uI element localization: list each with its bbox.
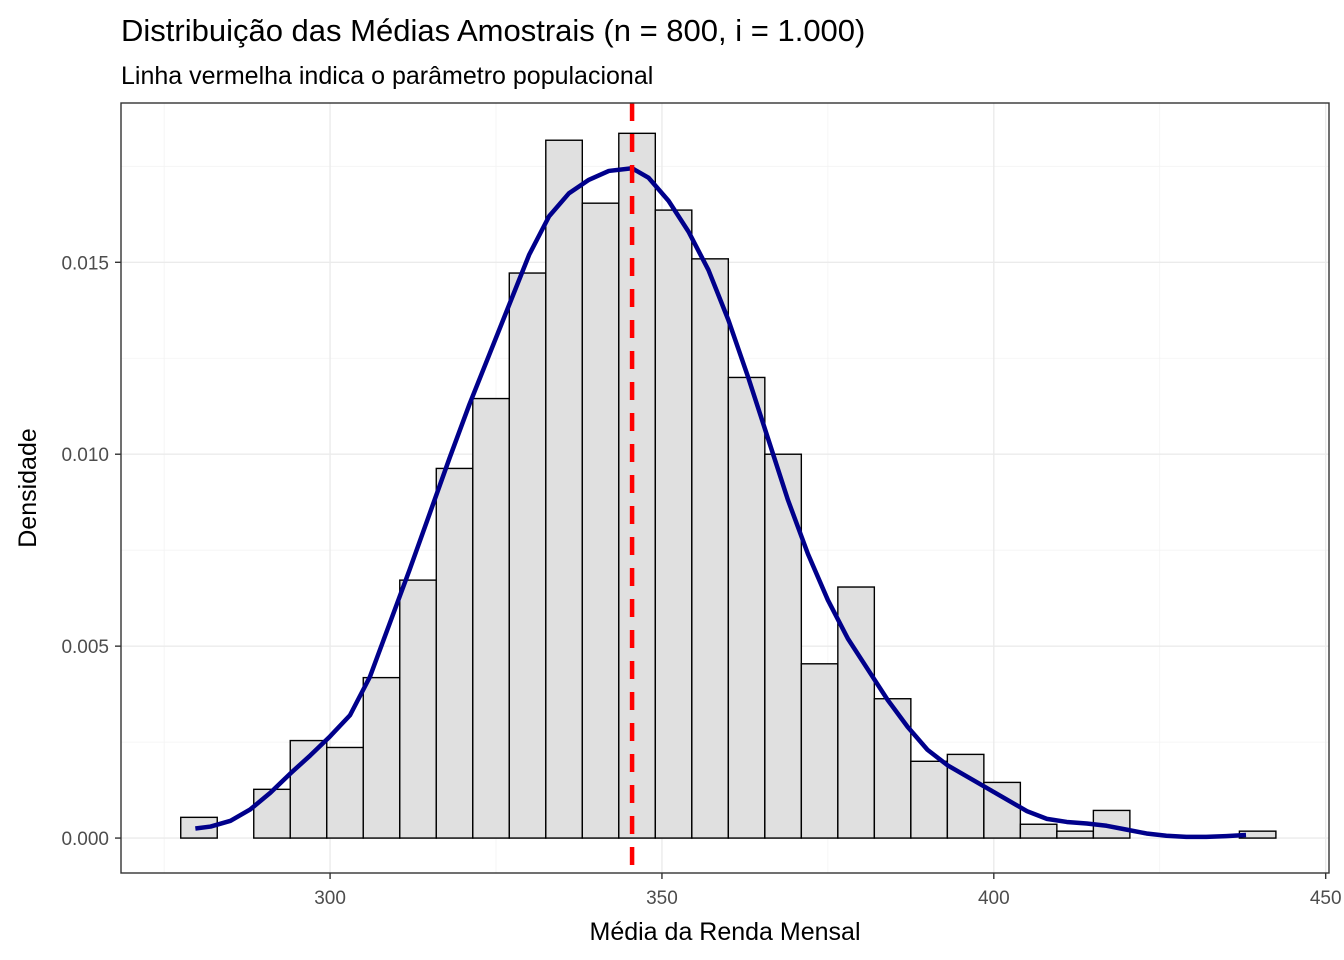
chart-title: Distribuição das Médias Amostrais (n = 8… xyxy=(121,13,865,48)
y-tick-label: 0.000 xyxy=(61,829,109,850)
y-tick-label: 0.010 xyxy=(61,445,109,466)
histogram-bar xyxy=(1019,823,1058,839)
chart-subtitle: Linha vermelha indica o parâmetro popula… xyxy=(121,62,653,90)
histogram-bar xyxy=(800,663,839,839)
histogram-bar xyxy=(545,139,583,839)
histogram-bar xyxy=(873,698,912,839)
x-axis-title: Média da Renda Mensal xyxy=(590,918,861,946)
x-tick-label: 300 xyxy=(314,888,346,909)
histogram-bar xyxy=(472,397,510,839)
histogram-bar xyxy=(435,467,474,839)
histogram-bar xyxy=(764,453,803,839)
x-tick-label: 350 xyxy=(646,888,678,909)
histogram-bar xyxy=(581,202,620,839)
histogram-bar xyxy=(1056,830,1095,839)
histogram-bar xyxy=(618,132,657,839)
histogram-bar xyxy=(362,676,401,839)
x-tick-label: 400 xyxy=(978,888,1010,909)
y-axis-title: Densidade xyxy=(14,428,42,548)
density-curve xyxy=(195,166,1247,840)
histogram-bars xyxy=(180,132,1277,839)
histogram-bar xyxy=(910,760,949,839)
y-tick-label: 0.005 xyxy=(61,637,109,658)
histogram-bar xyxy=(727,376,766,839)
density-curve-group xyxy=(195,166,1247,840)
histogram-bar xyxy=(654,209,693,839)
histogram-bar xyxy=(399,579,437,839)
x-axis: 300 350 400 450 xyxy=(314,873,1342,909)
y-tick-label: 0.015 xyxy=(61,253,109,274)
x-tick-label: 450 xyxy=(1310,888,1342,909)
panel-border xyxy=(120,102,1330,874)
histogram-bar xyxy=(691,258,730,839)
histogram-bar xyxy=(837,586,876,839)
histogram-bar xyxy=(508,272,547,839)
histogram-bar xyxy=(326,746,364,839)
y-axis: 0.000 0.005 0.010 0.015 xyxy=(61,253,121,850)
histogram-bar xyxy=(253,788,291,839)
